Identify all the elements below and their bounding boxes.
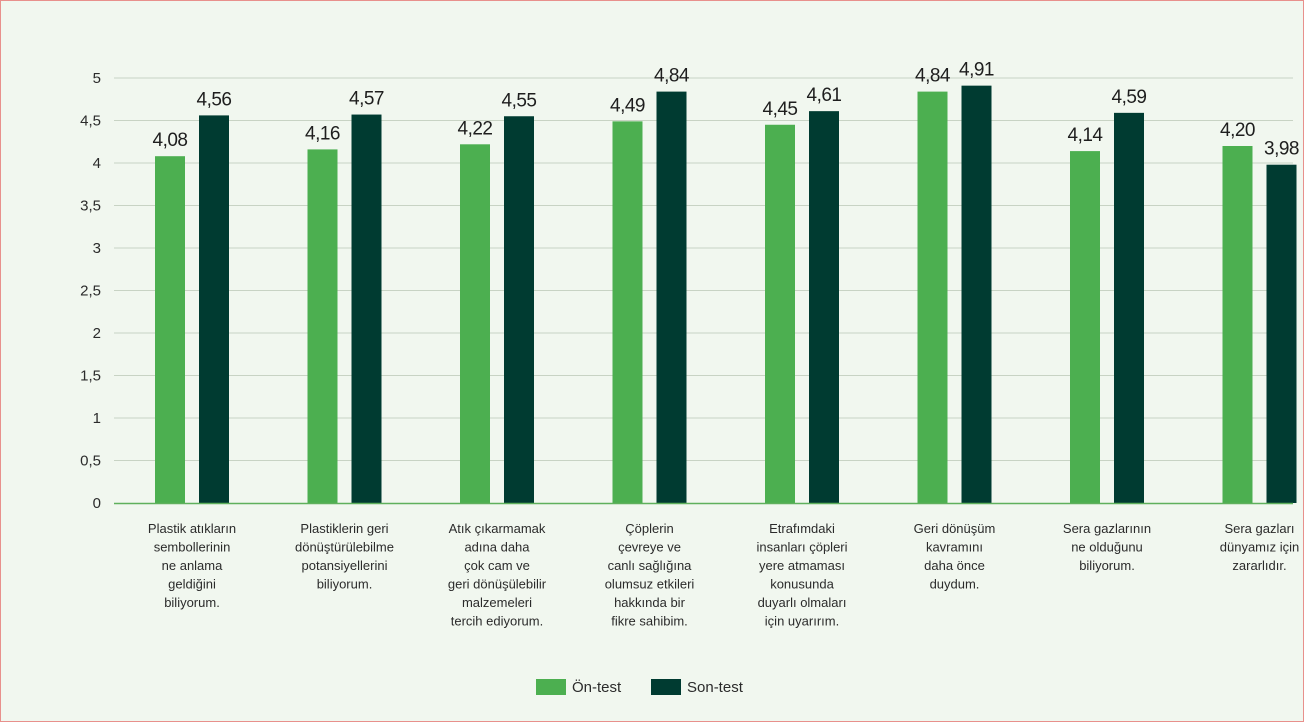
value-label-on-test: 4,16 bbox=[305, 123, 340, 144]
category-label: Geri dönüşüm kavramını daha önce duydum. bbox=[914, 521, 996, 592]
bar-son-test bbox=[504, 116, 534, 503]
bar-on-test bbox=[460, 144, 490, 504]
legend-label-on-test: Ön-test bbox=[572, 678, 622, 696]
category-label-line: sembollerinin bbox=[154, 540, 231, 555]
category-label-line: duydum. bbox=[930, 577, 980, 592]
category-label-line: biliyorum. bbox=[317, 577, 373, 592]
value-label-on-test: 4,20 bbox=[1220, 120, 1255, 141]
value-label-on-test: 4,22 bbox=[458, 118, 493, 139]
category-label-line: ne olduğunu bbox=[1071, 540, 1143, 555]
bar-son-test bbox=[1266, 164, 1297, 503]
category-label-line: Sera gazlarının bbox=[1063, 521, 1151, 536]
category-label-line: olumsuz etkileri bbox=[605, 577, 695, 592]
y-tick-label: 3,5 bbox=[80, 198, 101, 215]
y-tick-label: 0 bbox=[93, 495, 101, 512]
bar-son-test bbox=[1114, 112, 1144, 503]
legend-label-son-test: Son-test bbox=[687, 679, 744, 696]
category-label-line: duyarlı olmaları bbox=[758, 595, 847, 610]
category-label-line: malzemeleri bbox=[462, 595, 532, 610]
bar-on-test bbox=[155, 156, 185, 503]
category-label: Plastiklerin geri dönüştürülebilme potansi… bbox=[295, 521, 394, 592]
category-label-line: ne anlama bbox=[162, 558, 223, 573]
category-label-line: biliyorum. bbox=[164, 595, 220, 610]
category-label: Atık çıkarmamak adına daha çok cam ve geri … bbox=[448, 521, 547, 629]
category-label-line: çok cam ve bbox=[464, 558, 530, 573]
y-tick-label: 1 bbox=[93, 410, 101, 427]
category-label-line: adına daha bbox=[464, 540, 530, 555]
category-label-line: geldiğini bbox=[168, 577, 216, 592]
bar-on-test bbox=[307, 149, 338, 503]
value-label-son-test: 4,84 bbox=[654, 66, 690, 87]
category-label-line: fikre sahibim. bbox=[611, 614, 688, 629]
category-label-line: geri dönüşülebilir bbox=[448, 577, 547, 592]
bars bbox=[155, 85, 1297, 504]
bar-on-test bbox=[765, 124, 795, 503]
y-tick-label: 5 bbox=[93, 70, 101, 87]
bar-on-test bbox=[1222, 146, 1253, 503]
category-label-line: kavramını bbox=[926, 540, 983, 555]
category-label: Sera gazları dünyamız için zararlıdır. bbox=[1220, 521, 1299, 573]
category-label-line: Geri dönüşüm bbox=[914, 521, 996, 536]
y-tick-label: 2,5 bbox=[80, 283, 101, 300]
bar-on-test bbox=[612, 121, 643, 503]
value-label-son-test: 4,55 bbox=[502, 90, 537, 111]
category-label: Çöplerin çevreye ve canlı sağlığına olumsuz… bbox=[605, 521, 695, 629]
bar-son-test bbox=[199, 115, 229, 504]
category-label-line: insanları çöpleri bbox=[756, 540, 847, 555]
y-tick-label: 2 bbox=[93, 325, 101, 342]
y-tick-label: 3 bbox=[93, 240, 101, 257]
category-label-line: tercih ediyorum. bbox=[451, 614, 543, 629]
bar-son-test bbox=[656, 91, 687, 503]
value-label-on-test: 4,84 bbox=[915, 66, 951, 87]
category-labels: Plastik atıkların sembollerinin ne anlama g… bbox=[148, 521, 1299, 629]
legend-swatch-son-test bbox=[651, 679, 681, 695]
category-label-line: Etrafımdaki bbox=[769, 521, 835, 536]
category-label-line: zararlıdır. bbox=[1232, 558, 1286, 573]
value-label-son-test: 4,59 bbox=[1112, 87, 1147, 108]
legend: Ön-test Son-test bbox=[536, 678, 744, 696]
category-label: Plastik atıkların sembollerinin ne anlama g… bbox=[148, 521, 236, 610]
category-label-line: Plastik atıkların bbox=[148, 521, 236, 536]
category-label-line: çevreye ve bbox=[618, 540, 681, 555]
bar-son-test bbox=[809, 111, 839, 504]
category-label-line: daha önce bbox=[924, 558, 985, 573]
bar-on-test bbox=[917, 91, 948, 503]
category-label-line: Sera gazları bbox=[1224, 521, 1294, 536]
y-axis-ticks: 0 0,5 1 1,5 2 2,5 3 3,5 4 4,5 5 bbox=[80, 70, 101, 512]
category-label-line: konusunda bbox=[770, 577, 834, 592]
category-label-line: Atık çıkarmamak bbox=[449, 521, 546, 536]
value-label-son-test: 3,98 bbox=[1264, 139, 1299, 160]
category-label: Sera gazlarının ne olduğunu biliyorum. bbox=[1063, 521, 1151, 573]
value-label-son-test: 4,56 bbox=[197, 89, 232, 110]
category-label-line: dönüştürülebilme bbox=[295, 540, 394, 555]
category-label: Etrafımdaki insanları çöpleri yere atmamas… bbox=[756, 521, 847, 629]
legend-swatch-on-test bbox=[536, 679, 566, 695]
value-label-son-test: 4,57 bbox=[349, 89, 384, 110]
y-tick-label: 1,5 bbox=[80, 368, 101, 385]
y-tick-label: 4,5 bbox=[80, 113, 101, 130]
category-label-line: için uyarırım. bbox=[765, 614, 839, 629]
value-label-son-test: 4,91 bbox=[959, 60, 994, 81]
category-label-line: yere atmaması bbox=[759, 558, 845, 573]
category-label-line: canlı sağlığına bbox=[608, 558, 693, 573]
category-label-line: biliyorum. bbox=[1079, 558, 1135, 573]
bar-son-test bbox=[351, 114, 382, 504]
bar-son-test bbox=[961, 85, 992, 504]
category-label-line: Plastiklerin geri bbox=[300, 521, 388, 536]
y-tick-label: 0,5 bbox=[80, 453, 101, 470]
value-label-on-test: 4,49 bbox=[610, 95, 645, 116]
category-label-line: Çöplerin bbox=[625, 521, 673, 536]
category-label-line: dünyamız için bbox=[1220, 540, 1299, 555]
value-label-son-test: 4,61 bbox=[807, 85, 842, 106]
value-label-on-test: 4,08 bbox=[153, 130, 188, 151]
value-label-on-test: 4,14 bbox=[1068, 125, 1104, 146]
value-label-on-test: 4,45 bbox=[763, 99, 798, 120]
category-label-line: potansiyellerini bbox=[302, 558, 388, 573]
y-tick-label: 4 bbox=[93, 155, 101, 172]
value-labels: 4,08 4,56 4,16 4,57 4,22 4,55 4,49 4,84 4,45 4,61… bbox=[153, 60, 1300, 160]
bar-on-test bbox=[1070, 151, 1100, 503]
category-label-line: hakkında bir bbox=[614, 595, 685, 610]
